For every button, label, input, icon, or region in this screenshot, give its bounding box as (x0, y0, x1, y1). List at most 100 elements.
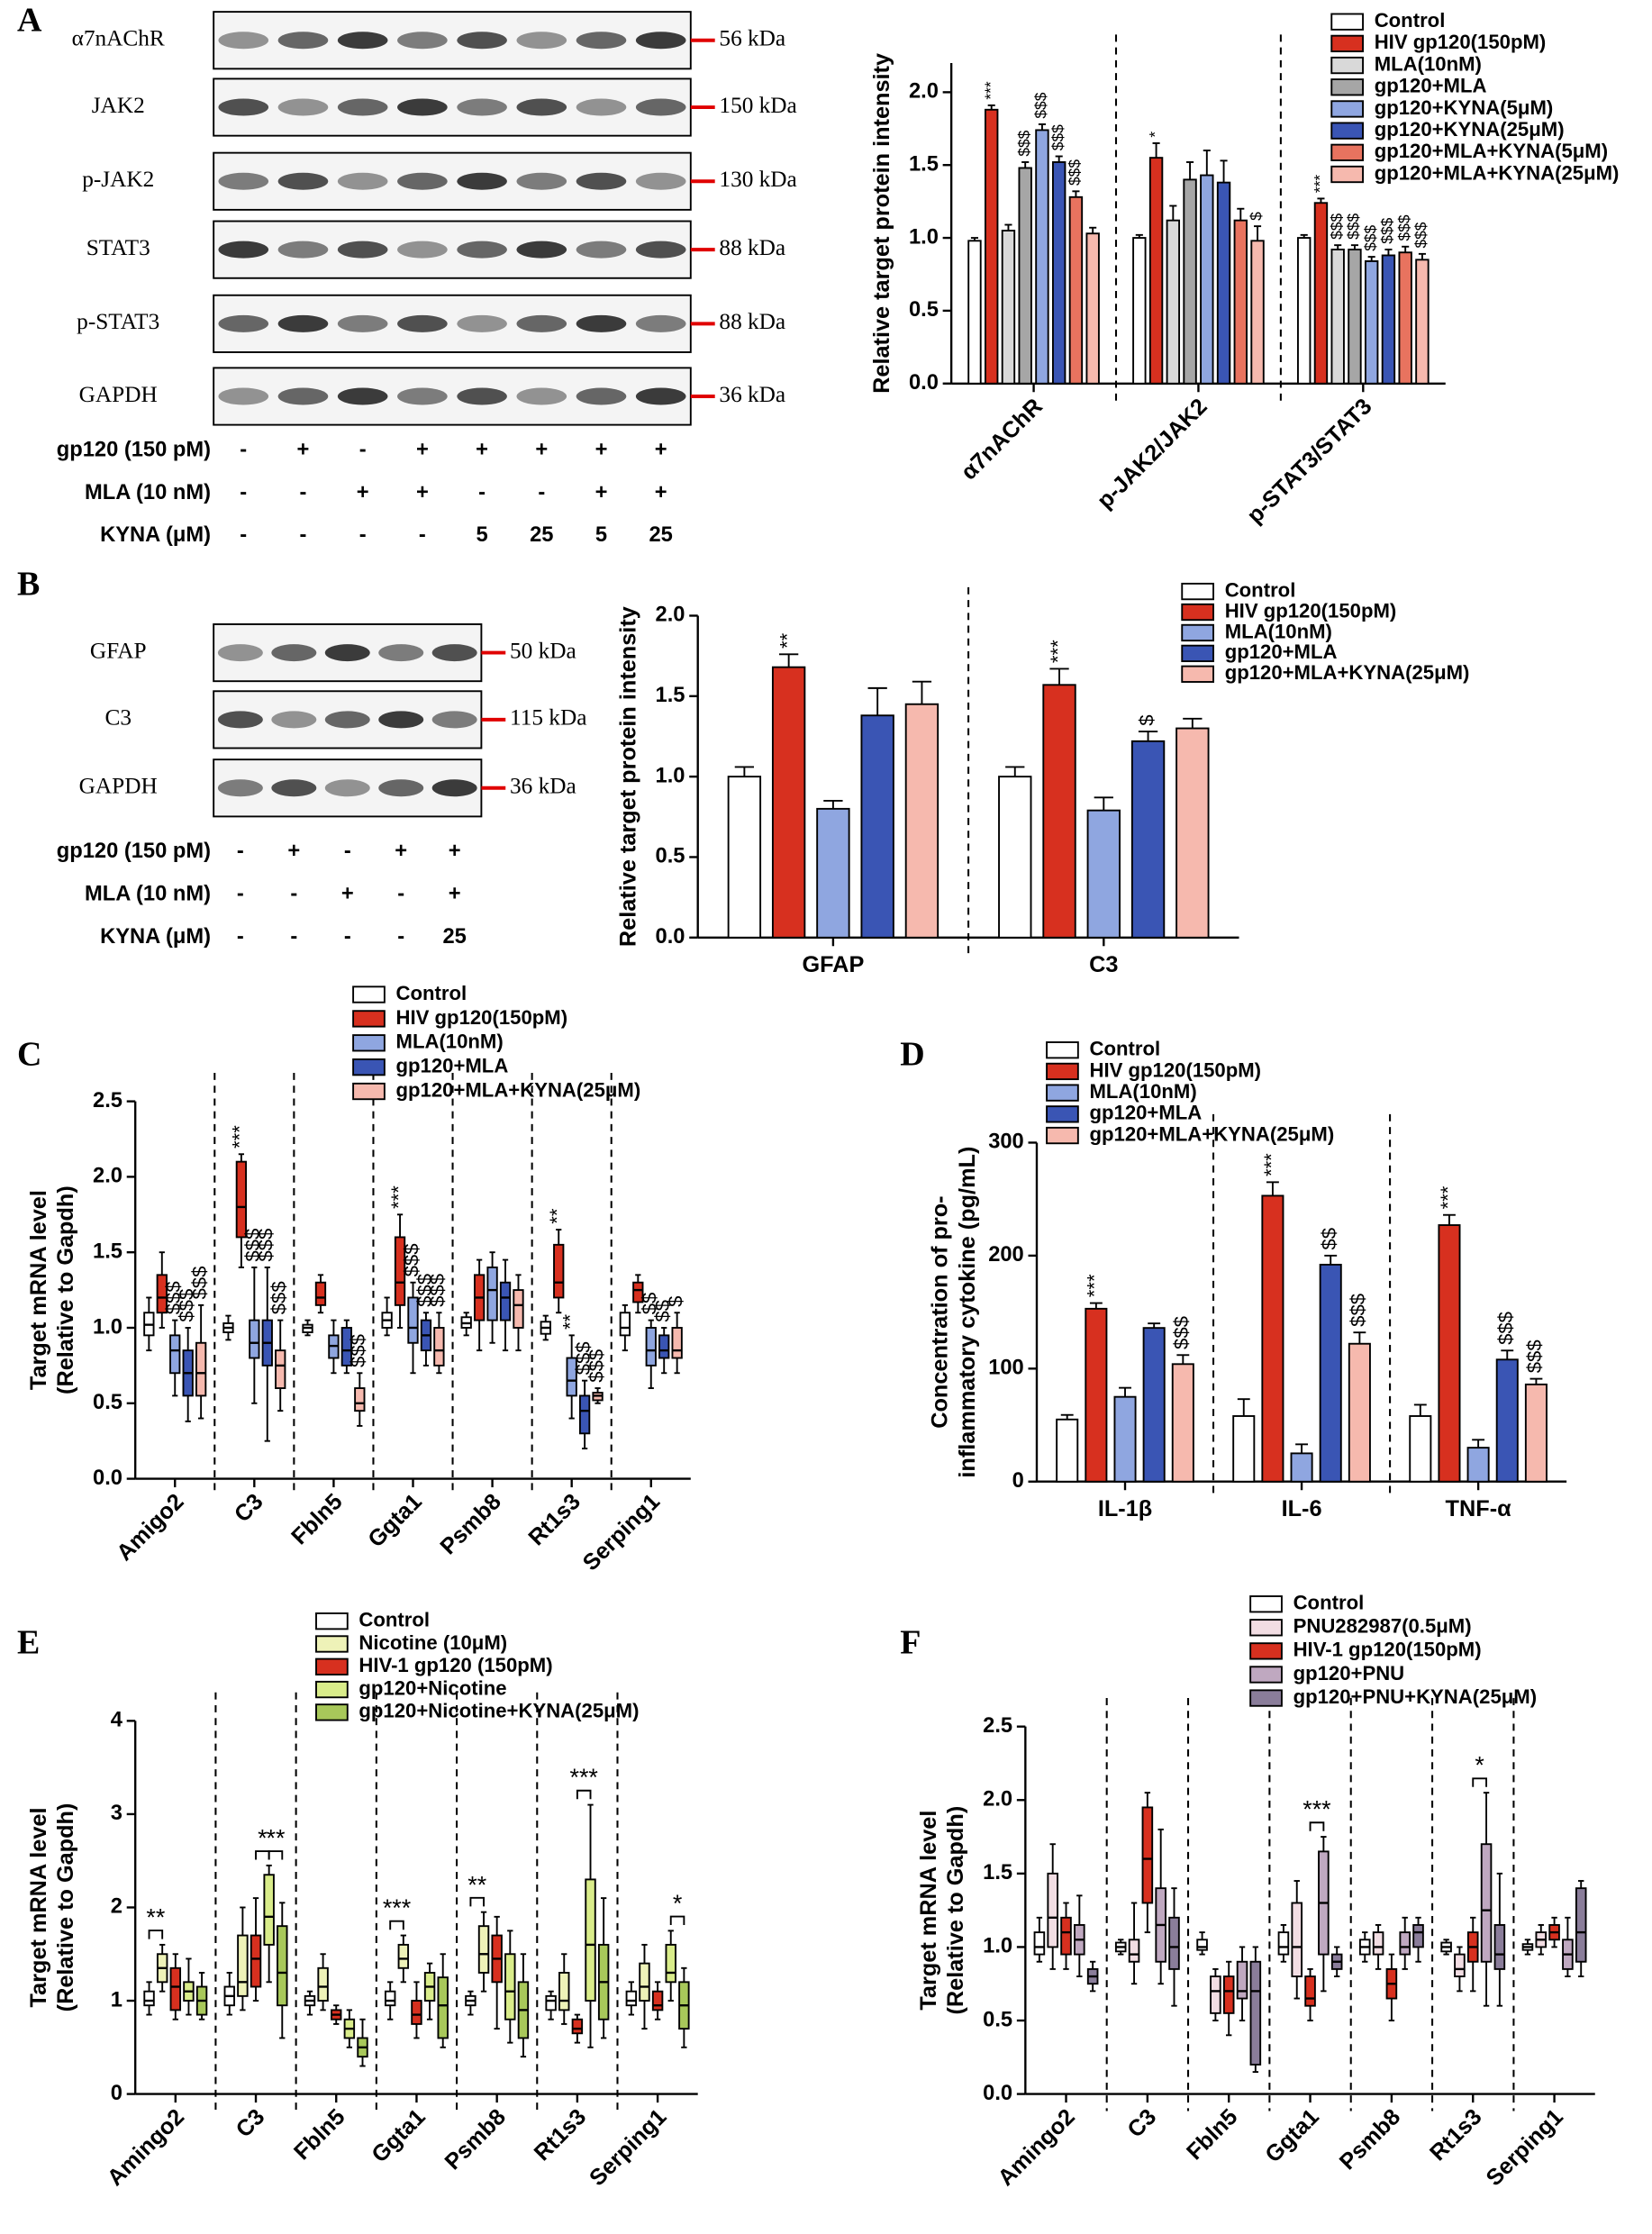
y-tick-label: 4 (111, 1709, 123, 1732)
blot-band (217, 711, 263, 729)
y-axis-label: Relative target protein intensity (869, 53, 894, 394)
y-tick-label: 0.5 (656, 845, 685, 868)
legend-swatch (1249, 1642, 1283, 1660)
chart: C 0.0 0.5 1.0 1.5 2.0 2.5 Target mRNA level (Rel… (17, 982, 691, 1576)
treatment-value: + (287, 840, 300, 863)
box (263, 1874, 275, 1946)
blot-band (337, 387, 388, 405)
box (665, 1943, 676, 1984)
size-label: 88 kDa (719, 235, 785, 260)
legend-label: gp120+MLA (1089, 1102, 1202, 1124)
legend-label: HIV gp120(150pM) (1225, 599, 1397, 622)
treatment-value: + (535, 438, 548, 461)
x-tick-label: Ggta1 (363, 1489, 426, 1552)
annotation: *** (981, 81, 999, 100)
size-label: 115 kDa (510, 705, 586, 731)
legend-label: HIV gp120(150pM) (1089, 1058, 1261, 1081)
treatment-value: + (416, 438, 429, 461)
legend-swatch (1330, 100, 1364, 118)
x-tick-label: Psmb8 (435, 1489, 505, 1559)
blot-band (397, 32, 448, 50)
legend-swatch (1046, 1062, 1079, 1081)
treatment-value: - (419, 523, 426, 547)
legend-swatch (315, 1657, 349, 1676)
x-tick-label: Amingo2 (103, 2104, 189, 2191)
legend-label: MLA(10nM) (1089, 1080, 1196, 1103)
box (433, 1327, 445, 1367)
x-tick-label: Fbln5 (1182, 2104, 1242, 2165)
box (1480, 1843, 1493, 1963)
blot-band (218, 314, 269, 332)
box (1372, 1931, 1384, 1956)
box (571, 2018, 584, 2035)
blot-band (576, 314, 627, 332)
blot-band (217, 644, 263, 662)
y-axis-label: (Relative to Gapdh) (53, 1185, 78, 1394)
annotation: ** (559, 1313, 582, 1330)
blot-band (635, 241, 686, 259)
legend-swatch (352, 1058, 386, 1076)
bracket (469, 1896, 485, 1907)
legend-swatch (1330, 56, 1364, 75)
x-tick-label: p-STAT3/STAT3 (1242, 394, 1377, 529)
bar (1348, 249, 1362, 385)
treatment-value: 5 (476, 523, 487, 547)
blot-band (397, 172, 448, 190)
annotation: $$$ (1032, 92, 1050, 118)
x-tick-label: Psmb8 (440, 2104, 511, 2175)
chart: E 0 1 2 3 4 Target mRNA level (Relative to Gapd… (17, 1609, 698, 2191)
blot-band (271, 779, 317, 797)
legend-label: gp120+Nicotine+KYNA(25μM) (359, 1700, 639, 1722)
x-tick-label: C3 (231, 2104, 270, 2143)
legend-swatch (1046, 1084, 1079, 1102)
bar (1183, 178, 1197, 385)
annotation: $$$ (188, 1267, 211, 1300)
bar (1035, 129, 1049, 385)
annotation: $$ (1318, 1228, 1340, 1250)
treatment-value: - (237, 925, 244, 949)
blot-band (277, 387, 329, 405)
box (671, 1327, 683, 1359)
blot-band (337, 314, 388, 332)
legend-label: HIV gp120(150pM) (396, 1006, 568, 1029)
x-tick-label: Rt1s3 (530, 2104, 591, 2166)
blot-label: p-STAT3 (77, 309, 159, 334)
y-tick-label: 2.0 (93, 1165, 123, 1188)
box (1236, 1960, 1248, 2000)
annotation: *** (1084, 1274, 1106, 1297)
panel-letter: D (900, 1035, 924, 1073)
annotation: *** (1303, 1796, 1331, 1823)
treatment-value: - (538, 481, 545, 504)
blot-band (635, 387, 686, 405)
size-label: 36 kDa (510, 774, 576, 799)
annotation: *** (1260, 1153, 1283, 1176)
blot-band (337, 241, 388, 259)
treatment-value: - (359, 438, 367, 461)
legend-label: HIV gp120(150pM) (1375, 31, 1547, 53)
x-tick-label: C3 (1089, 952, 1118, 977)
annotation: *** (383, 1894, 412, 1921)
box (1399, 1931, 1411, 1956)
y-tick-label: 300 (988, 1131, 1024, 1154)
blot-band (431, 644, 477, 662)
blot-band (218, 32, 269, 50)
box (1304, 1975, 1316, 2007)
legend-label: Control (1293, 1592, 1365, 1614)
bar (1132, 237, 1147, 385)
box (411, 2000, 422, 2025)
size-label: 130 kDa (719, 167, 796, 192)
treatment-value: - (240, 523, 247, 547)
box (1291, 1902, 1303, 1978)
bar (1415, 259, 1430, 385)
x-tick-label: IL-6 (1282, 1496, 1322, 1521)
box (645, 1327, 657, 1367)
box (340, 1327, 353, 1367)
annotation: $$$ (426, 1274, 449, 1307)
legend-swatch (1330, 34, 1364, 53)
legend-label: Nicotine (10μM) (359, 1631, 507, 1654)
legend-label: gp120+MLA+KYNA(25μM) (1089, 1122, 1334, 1145)
box (1454, 1953, 1466, 1978)
box (619, 1312, 631, 1337)
blot-band (457, 32, 507, 50)
box (275, 1349, 286, 1389)
